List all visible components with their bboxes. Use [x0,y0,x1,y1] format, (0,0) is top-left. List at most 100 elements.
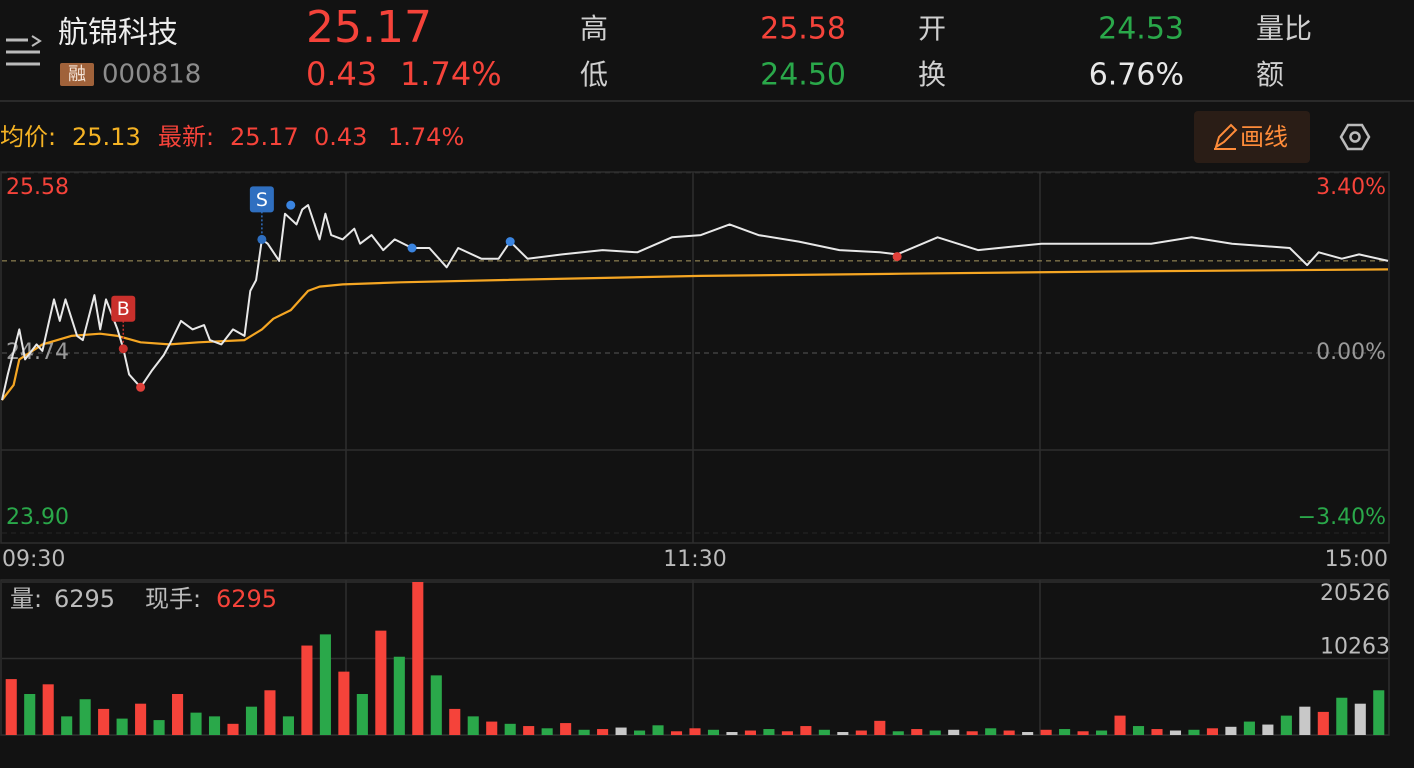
volume-bar [24,694,36,735]
settings-icon[interactable] [1339,123,1371,151]
volume-bar [356,694,368,735]
volume-bar [1206,728,1218,735]
volume-bar [1096,730,1108,735]
volume-bar [449,708,461,735]
volume-bar [855,730,867,735]
stat-value: 24.50 [760,58,846,93]
volume-bar [208,716,221,735]
price: 25.17 [306,2,432,53]
marker-box [111,295,136,322]
volume-bar [245,706,258,735]
marker-dot [118,344,128,354]
badge: 融 [68,64,86,85]
volume-bar [800,726,812,735]
marker-label: B [117,298,130,320]
volume-bar [430,675,442,735]
draw-button[interactable]: 画线 [1194,111,1310,163]
vertical-grid [1,172,1389,735]
stats: 高 25.58 低 24.50 开 24.53 换 6.76% [580,12,1184,93]
y2-tick-label: 3.40% [1316,175,1386,200]
change: 0.43 [306,55,377,93]
volume-bar [467,716,479,735]
volume-bar [393,656,405,735]
volume-bar [652,725,664,735]
volume-bar [1317,711,1329,735]
volume-bar [375,630,387,735]
volume-panel: 20526 10263 [2,581,1390,735]
volume-bar [1262,724,1274,735]
volume-bar [892,731,904,735]
volume-bar [597,729,609,735]
volume-bar [781,731,793,735]
volume-bar [5,679,17,735]
stock-code: 000818 [102,60,201,90]
volume-value: 6295 [54,585,115,613]
trade-dot [407,243,417,253]
stock-name: 航锦科技 [58,16,178,51]
volume-bar [301,645,313,735]
volume-bar [726,732,738,735]
stat-label: 换 [918,58,946,91]
volume-bar [1225,726,1237,735]
draw-button-label: 画线 [1240,123,1288,151]
volume-bar [1169,730,1182,735]
volume-bar [79,699,91,735]
stat-value: 25.58 [760,12,846,47]
volume-bar [1151,729,1163,735]
x-tick-label: 09:30 [2,547,65,572]
volume-bar [1114,715,1126,735]
volume-bar [1132,726,1145,735]
volume-bar [1003,730,1015,735]
stat-value: 6.76% [1089,58,1184,93]
trade-dot [892,252,902,262]
volume-bar [541,728,553,735]
volume-bar [135,703,147,735]
latest-value: 25.17 [230,123,299,151]
volume-bar [689,728,701,735]
volume-bar [707,729,720,735]
volume-bar [282,716,294,735]
volume-bar [1022,732,1034,735]
volume-bar [985,728,997,735]
stat-label: 量比 [1256,12,1312,45]
stat-label: 低 [580,58,608,91]
volume-bar [1299,706,1311,735]
volume-bar [874,720,886,735]
volume-bar [227,723,239,735]
volume-bar [929,730,941,735]
volume-bar [578,729,590,735]
price-frame [0,171,1390,544]
volume-bar [412,582,424,735]
volume-bar [1040,729,1052,735]
volume-bar [837,732,849,735]
trade-dot [505,237,515,247]
volume-bar [42,684,54,735]
volume-bar [1077,731,1089,735]
price-line [1,204,1389,401]
volume-bar [504,723,516,735]
y-tick-label: 20526 [1320,581,1390,606]
marker-dot [257,234,267,244]
volume-bar [763,729,775,735]
volume-bar [153,720,165,735]
volume-bar [560,723,572,735]
hand-label: 现手: [145,585,201,613]
avg-line [1,268,1389,401]
y-tick-label: 10263 [1320,635,1390,660]
volume-bar [1188,729,1200,735]
volume-bar [1336,697,1348,735]
volume-bar [634,730,646,735]
volume-bar [116,718,128,735]
menu-icon[interactable] [6,35,42,66]
marker-label: S [256,189,268,211]
trade-dot [286,200,296,210]
trade-dot [136,382,146,392]
volume-bar [523,726,535,735]
y-tick-label: 25.58 [6,175,69,200]
stat-label: 高 [580,12,608,45]
latest-change: 0.43 [314,123,367,151]
volume-bar [1059,729,1071,735]
volume-bar [264,690,276,735]
